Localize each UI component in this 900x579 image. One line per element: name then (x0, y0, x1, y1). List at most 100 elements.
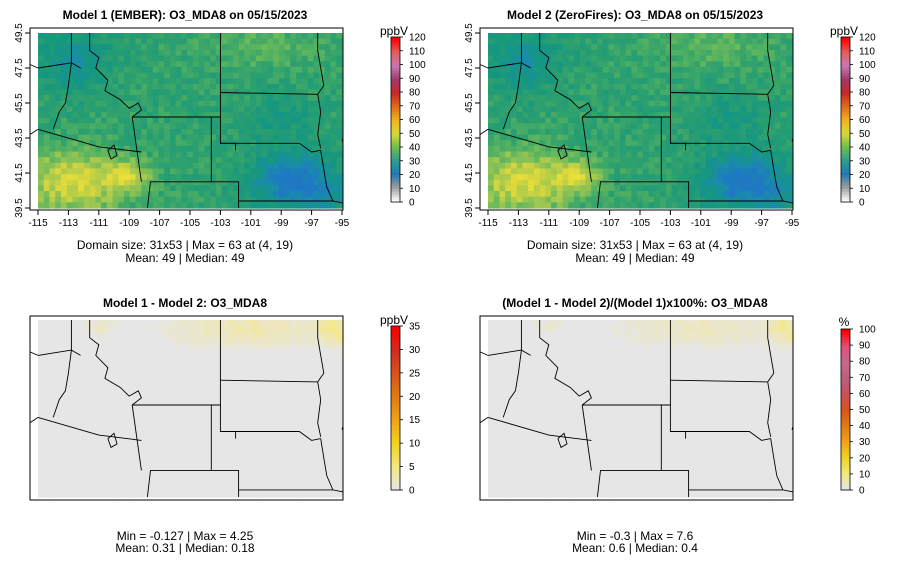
grid-cell (60, 72, 68, 79)
grid-cell (505, 191, 512, 198)
grid-cell (746, 112, 753, 119)
grid-cell (528, 83, 535, 91)
grid-cell (723, 174, 730, 181)
grid-cell (278, 491, 286, 498)
grid-cell (101, 157, 108, 164)
grid-cell (55, 196, 62, 203)
grid-cell (533, 179, 541, 187)
grid-cell (751, 106, 759, 113)
grid-cell (221, 342, 228, 350)
grid-cell (244, 382, 251, 390)
grid-cell (198, 485, 205, 492)
grid-cell (118, 457, 125, 464)
grid-cell (204, 348, 211, 355)
grid-cell (233, 457, 240, 464)
colorbar-segment (841, 37, 850, 41)
grid-cell (38, 474, 45, 481)
grid-cell (307, 112, 314, 119)
grid-cell (198, 348, 205, 355)
grid-cell (780, 112, 787, 119)
grid-cell (78, 128, 85, 136)
grid-cell (533, 55, 541, 62)
grid-cell (101, 377, 108, 384)
grid-cell (734, 44, 741, 51)
grid-cell (210, 491, 217, 498)
grid-cell (700, 134, 707, 141)
grid-cell (499, 89, 506, 96)
grid-cell (290, 112, 297, 119)
grid-cell (774, 100, 782, 107)
lon-tick-label: -113 (59, 218, 79, 229)
grid-cell (169, 168, 177, 175)
grid-cell (124, 202, 131, 209)
grid-cell (267, 474, 274, 481)
colorbar-segment (391, 67, 400, 71)
grid-cell (49, 33, 56, 40)
grid-cell (135, 117, 142, 124)
grid-cell (146, 38, 154, 45)
grid-cell (556, 95, 564, 102)
grid-cell (267, 348, 274, 355)
grid-cell (106, 462, 114, 470)
grid-cell (273, 371, 280, 378)
grid-cell (181, 151, 188, 158)
grid-cell (528, 112, 535, 119)
grid-cell (786, 78, 793, 85)
grid-cell (746, 78, 753, 85)
grid-cell (648, 123, 655, 130)
grid-cell (786, 202, 793, 209)
grid-cell (204, 388, 211, 395)
grid-cell (118, 462, 125, 470)
grid-cell (723, 38, 730, 45)
grid-cell (49, 451, 56, 458)
grid-cell (95, 83, 102, 91)
grid-cell (746, 145, 753, 153)
grid-cell (585, 151, 592, 158)
grid-cell (95, 405, 102, 412)
grid-cell (152, 337, 160, 344)
grid-cell (734, 174, 741, 181)
grid-cell (296, 128, 303, 136)
grid-cell (757, 83, 764, 91)
grid-cell (215, 185, 223, 192)
grid-cell (204, 365, 211, 372)
grid-cell (83, 485, 91, 492)
grid-cell (169, 434, 177, 441)
grid-cell (728, 83, 736, 91)
colorbar-segment (841, 180, 850, 184)
grid-cell (705, 134, 713, 141)
grid-cell (129, 134, 137, 141)
grid-cell (55, 382, 62, 390)
grid-cell (204, 117, 211, 124)
lat-tick-label: 39.5 (14, 198, 25, 218)
grid-cell (192, 434, 200, 441)
grid-cell (204, 89, 211, 96)
grid-cell (141, 474, 148, 481)
grid-cell (210, 451, 217, 458)
grid-cell (648, 106, 655, 113)
grid-cell (238, 191, 246, 198)
grid-cell (89, 196, 96, 203)
grid-cell (158, 100, 165, 107)
grid-cell (313, 162, 320, 170)
grid-cell (43, 491, 51, 498)
grid-cell (198, 66, 205, 74)
grid-cell (278, 83, 286, 91)
grid-cell (233, 174, 240, 181)
grid-cell (118, 365, 125, 372)
grid-cell (539, 179, 546, 187)
grid-cell (83, 491, 91, 498)
grid-cell (83, 202, 91, 209)
grid-cell (284, 168, 291, 175)
grid-cell (522, 134, 529, 141)
grid-cell (204, 49, 211, 57)
grid-cell (78, 422, 85, 430)
grid-cell (152, 89, 160, 96)
grid-cell (746, 66, 753, 74)
grid-cell (164, 196, 171, 203)
grid-cell (642, 83, 650, 91)
grid-cell (614, 100, 621, 107)
grid-cell (307, 140, 314, 147)
grid-cell (488, 83, 495, 91)
grid-cell (556, 140, 564, 147)
